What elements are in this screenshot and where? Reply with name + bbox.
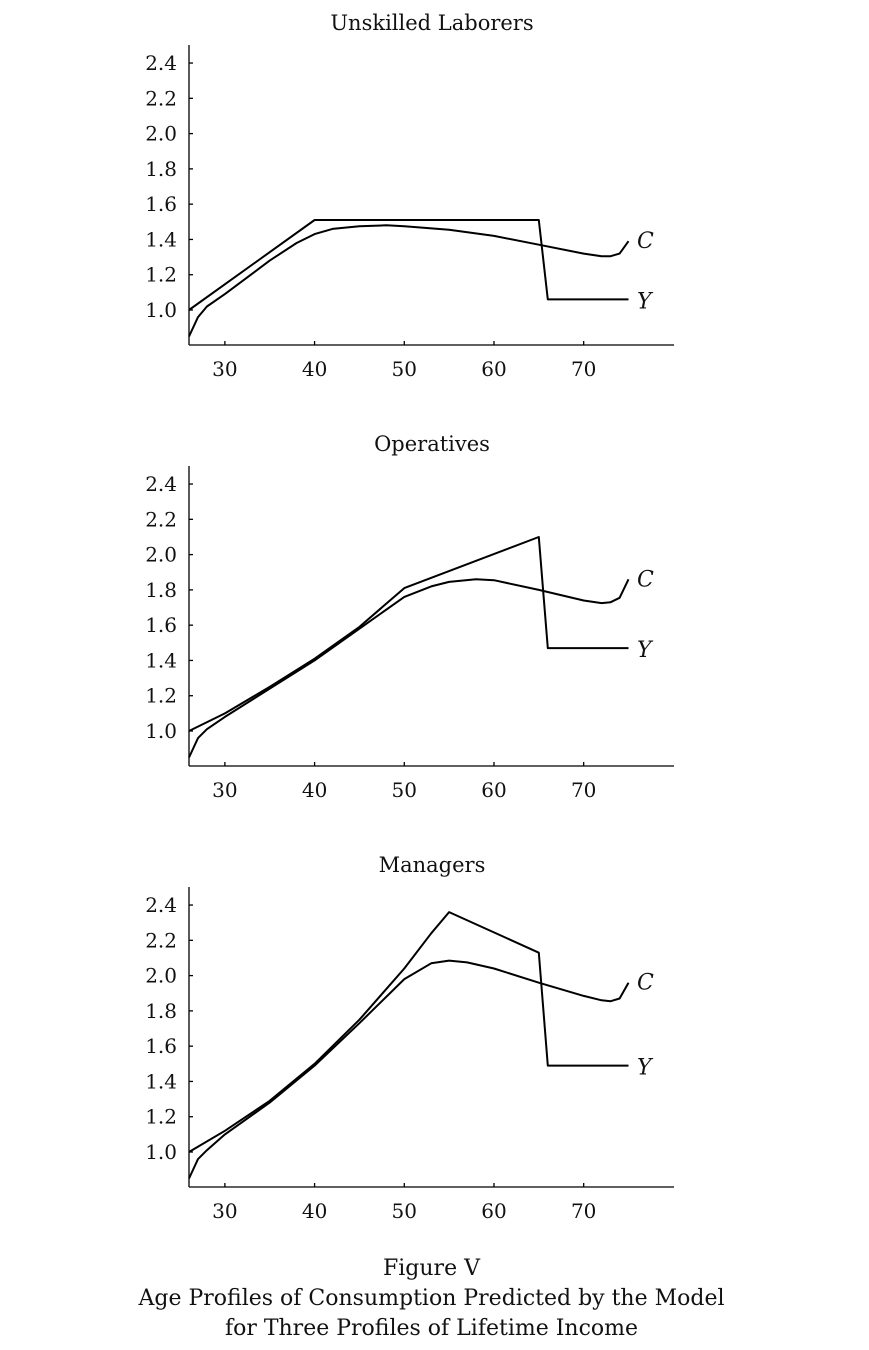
y-tick-label: 1.6: [145, 1034, 177, 1058]
x-tick-label: 50: [392, 357, 417, 381]
y-tick-label: 1.4: [145, 1069, 177, 1093]
y-tick-label: 2.0: [145, 122, 177, 146]
y-tick-label: 1.0: [145, 298, 177, 322]
chart-panel-2: Operatives 1.0 1.2 1.4 1.6 1.8 2.0 2.2 2.4 30 40 50…: [145, 432, 674, 802]
y-tick-label: 2.4: [145, 472, 177, 496]
caption-line-1: Age Profiles of Consumption Predicted by…: [138, 1286, 725, 1311]
x-tick-label: 70: [571, 1199, 596, 1223]
series-c-label: C: [637, 567, 654, 592]
y-tick-label: 1.0: [145, 1140, 177, 1164]
y-tick-label: 2.4: [145, 893, 177, 917]
y-tick-label: 2.2: [145, 507, 177, 531]
series-y-line: [188, 219, 629, 311]
y-tick-label: 2.0: [145, 964, 177, 988]
x-tick-label: 40: [302, 1199, 327, 1223]
y-tick-label: 1.4: [145, 648, 177, 672]
chart-panel-3: Managers 1.0 1.2 1.4 1.6 1.8 2.0 2.2 2.4 30 40 50 60…: [145, 853, 674, 1223]
series-y-line: [188, 911, 629, 1153]
y-tick-label: 1.8: [145, 999, 177, 1023]
y-tick-label: 1.2: [145, 684, 177, 708]
y-tick-label: 1.8: [145, 157, 177, 181]
x-tick-label: 70: [571, 778, 596, 802]
y-tick-label: 2.2: [145, 86, 177, 110]
y-tick-label: 1.2: [145, 263, 177, 287]
y-tick-label: 1.6: [145, 192, 177, 216]
chart-title: Managers: [379, 853, 486, 877]
series-c-line: [188, 578, 630, 758]
x-tick-label: 60: [481, 357, 506, 381]
y-tick-label: 1.6: [145, 613, 177, 637]
y-tick-label: 2.0: [145, 543, 177, 567]
series-c-label: C: [637, 971, 654, 996]
y-tick-label: 1.4: [145, 227, 177, 251]
series-y-line: [188, 536, 629, 732]
y-tick-label: 1.8: [145, 578, 177, 602]
figure-label: Figure V: [383, 1256, 480, 1281]
x-tick-label: 30: [212, 357, 237, 381]
x-tick-label: 40: [302, 357, 327, 381]
x-tick-label: 50: [392, 1199, 417, 1223]
x-tick-label: 60: [481, 1199, 506, 1223]
chart-title: Unskilled Laborers: [330, 11, 533, 35]
series-y-label: Y: [637, 1056, 654, 1081]
series-y-label: Y: [637, 289, 654, 314]
x-tick-label: 30: [212, 778, 237, 802]
series-y-label: Y: [637, 638, 654, 663]
y-tick-label: 1.2: [145, 1105, 177, 1129]
series-c-line: [188, 224, 630, 337]
y-tick-label: 2.4: [145, 51, 177, 75]
caption-line-2: for Three Profiles of Lifetime Income: [224, 1316, 639, 1341]
x-tick-label: 30: [212, 1199, 237, 1223]
x-tick-label: 60: [481, 778, 506, 802]
chart-panel-1: Unskilled Laborers 1.0 1.2 1.4 1.6 1.8 2.0 2.2 2…: [145, 11, 674, 381]
y-tick-label: 1.0: [145, 719, 177, 743]
series-c-label: C: [637, 229, 654, 254]
chart-title: Operatives: [374, 432, 490, 456]
series-c-line: [188, 959, 630, 1179]
y-tick-label: 2.2: [145, 928, 177, 952]
x-tick-label: 70: [571, 357, 596, 381]
x-tick-label: 50: [392, 778, 417, 802]
x-tick-label: 40: [302, 778, 327, 802]
